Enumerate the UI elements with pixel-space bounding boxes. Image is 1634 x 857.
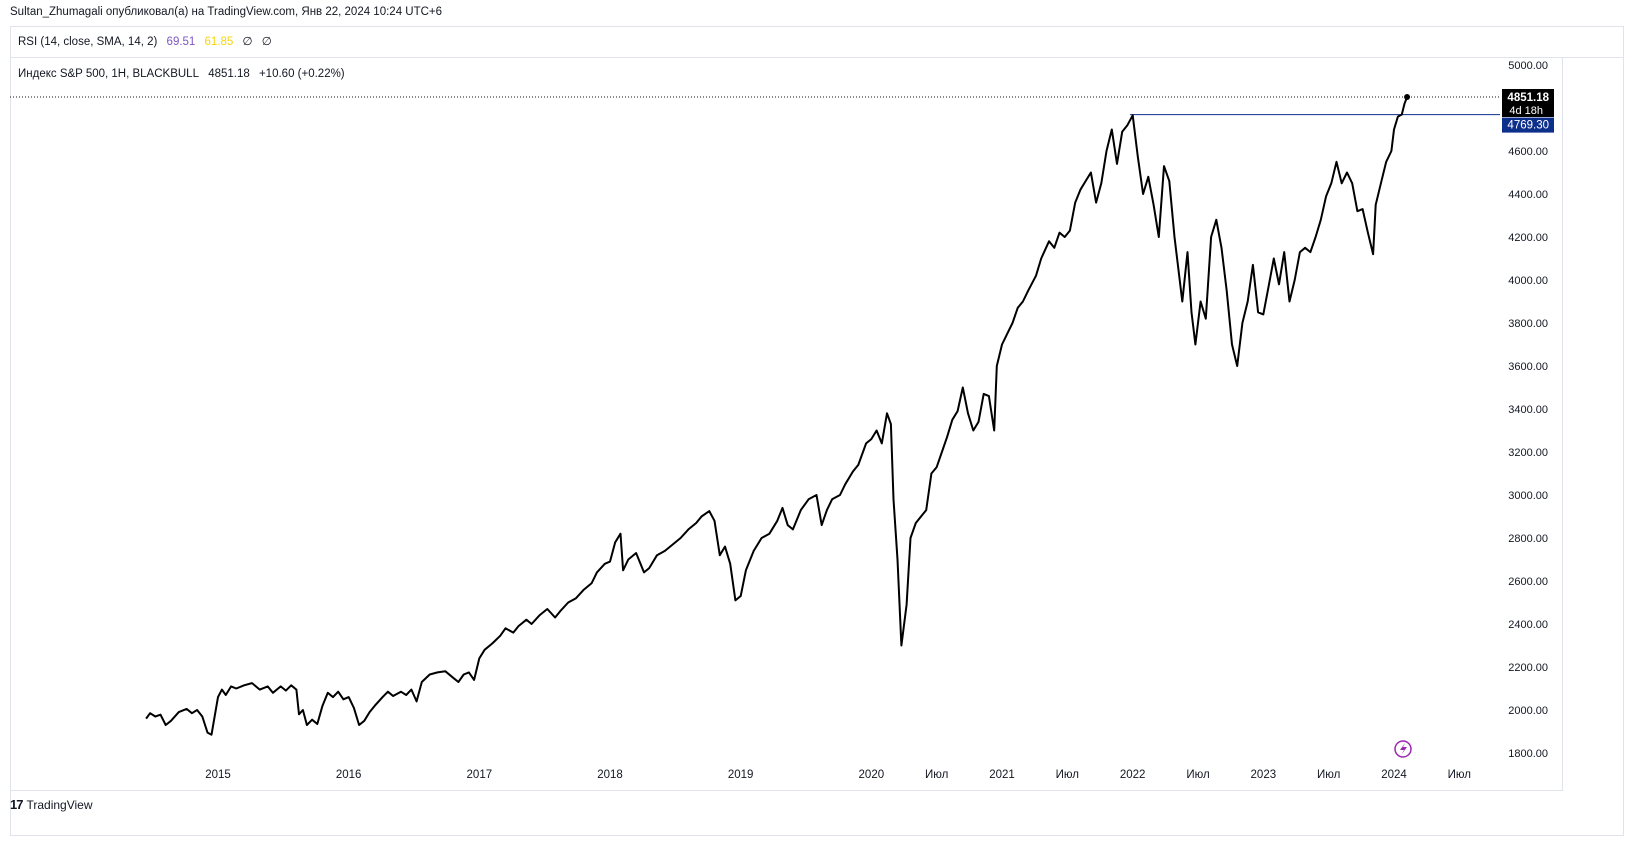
bar-countdown-label: 4d 18h	[1509, 105, 1543, 117]
y-tick-label: 4000.00	[1508, 275, 1548, 287]
y-tick-label: 3600.00	[1508, 361, 1548, 373]
y-tick-label: 3800.00	[1508, 318, 1548, 330]
time-axis-divider	[10, 790, 1562, 791]
footer-brand-label: TradingView	[26, 797, 93, 812]
y-tick-label: 2800.00	[1508, 533, 1548, 545]
y-tick-label: 1800.00	[1508, 748, 1548, 760]
last-price-tag	[1502, 88, 1554, 117]
y-tick-label: 3200.00	[1508, 447, 1548, 459]
y-tick-label: 2200.00	[1508, 662, 1548, 674]
indicator-label: RSI (14, close, SMA, 14, 2)	[18, 36, 158, 48]
x-tick-label: 2018	[597, 769, 623, 781]
x-tick-label: 2023	[1251, 769, 1277, 781]
tradingview-logo-icon: 17	[10, 797, 24, 812]
pane-divider	[10, 57, 1624, 58]
indicator-empty-value-1: ∅	[242, 36, 253, 48]
x-tick-label: Июл	[1317, 769, 1340, 781]
footer-brand[interactable]: 17 TradingView	[10, 797, 93, 812]
price-series-line[interactable]	[145, 96, 1409, 736]
indicator-empty-value-2: ∅	[261, 36, 272, 48]
y-tick-label: 4400.00	[1508, 189, 1548, 201]
x-tick-label: 2019	[728, 769, 754, 781]
price-axis-divider	[1562, 57, 1563, 791]
symbol-legend[interactable]: Индекс S&P 500, 1H, BLACKBULL 4851.18 +1…	[18, 68, 351, 80]
x-tick-label: Июл	[925, 769, 948, 781]
y-tick-label: 4200.00	[1508, 232, 1548, 244]
indicator-legend[interactable]: RSI (14, close, SMA, 14, 2) 69.51 61.85 …	[18, 34, 278, 48]
y-tick-label: 3000.00	[1508, 490, 1548, 502]
last-point-dot	[1404, 94, 1411, 101]
x-tick-label: Июл	[1056, 769, 1079, 781]
last-price-label: 4851.18	[1507, 92, 1549, 104]
symbol-label: Индекс S&P 500, 1H, BLACKBULL	[18, 68, 199, 80]
x-tick-label: 2015	[205, 769, 231, 781]
rsi-sma-value: 61.85	[204, 36, 234, 48]
x-tick-label: 2021	[989, 769, 1015, 781]
chart-frame	[10, 26, 1624, 836]
y-tick-label: 4600.00	[1508, 146, 1548, 158]
x-tick-label: 2016	[336, 769, 362, 781]
y-tick-label: 5000.00	[1508, 60, 1548, 72]
level-price-label: 4769.30	[1507, 120, 1549, 132]
x-tick-label: 2017	[467, 769, 493, 781]
x-tick-label: 2024	[1381, 769, 1407, 781]
level-price-tag	[1502, 117, 1554, 133]
publisher-header: Sultan_Zhumagali опубликовал(а) на Tradi…	[10, 6, 443, 18]
x-tick-label: Июл	[1448, 769, 1471, 781]
rsi-value: 69.51	[166, 36, 196, 48]
x-tick-label: 2022	[1120, 769, 1146, 781]
x-tick-label: 2020	[859, 769, 885, 781]
lightning-icon[interactable]	[1394, 740, 1412, 758]
lightning-glyph-icon	[1400, 743, 1407, 755]
y-tick-label: 3400.00	[1508, 404, 1548, 416]
symbol-change: +10.60 (+0.22%)	[258, 68, 345, 80]
symbol-price: 4851.18	[208, 68, 250, 80]
y-tick-label: 2400.00	[1508, 619, 1548, 631]
y-tick-label: 2000.00	[1508, 705, 1548, 717]
y-tick-label: 2600.00	[1508, 576, 1548, 588]
x-tick-label: Июл	[1186, 769, 1209, 781]
